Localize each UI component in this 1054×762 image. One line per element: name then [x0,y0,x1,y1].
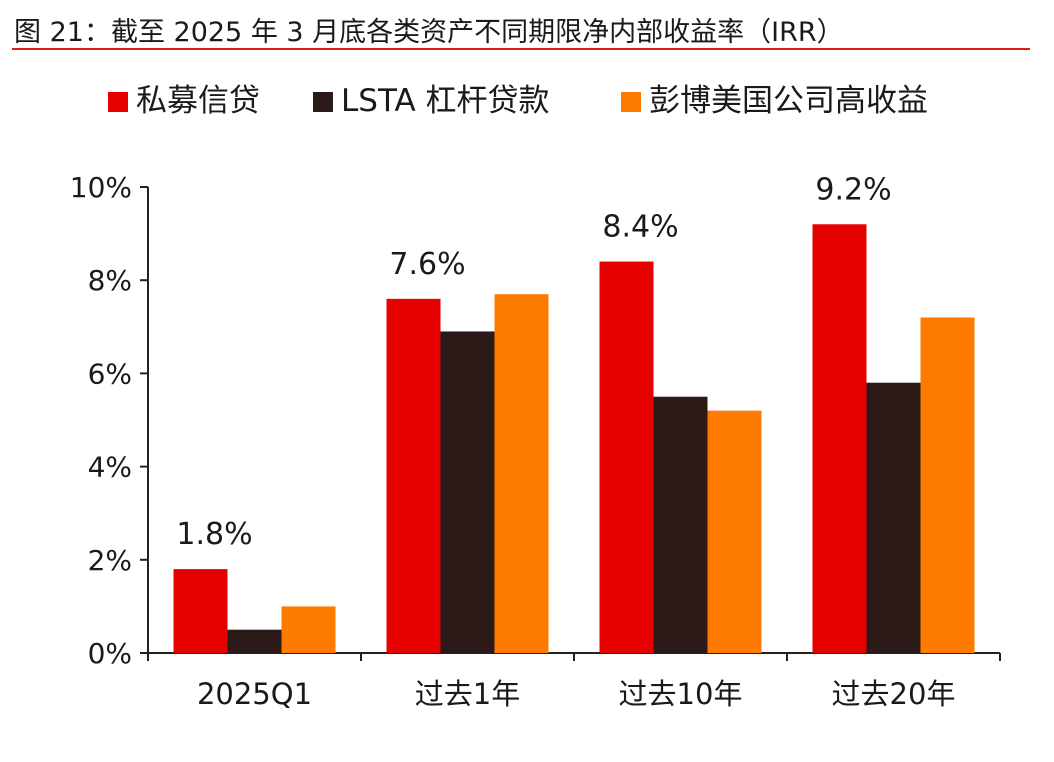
data-label-3: 9.2% [815,172,891,207]
bar-2-3 [920,317,975,653]
y-tick-label-1: 2% [88,544,132,577]
data-label-2: 8.4% [602,210,678,245]
legend-label-0: 私募信贷 [136,83,260,119]
data-label-0: 1.8% [176,517,252,552]
x-category-label-2: 过去10年 [619,677,743,711]
legend-label-2: 彭博美国公司高收益 [649,83,928,119]
y-tick-label-3: 6% [88,357,132,390]
bar-0-0 [173,569,228,653]
x-category-label-3: 过去20年 [832,677,956,711]
bar-2-2 [707,410,762,653]
data-labels: 1.8% 7.6% 8.4% 9.2% [176,172,891,552]
y-tick-label-2: 4% [88,451,132,484]
title-underline [12,48,1030,50]
legend-swatch-2 [621,92,641,112]
bar-1-3 [866,382,921,653]
legend-swatch-1 [313,92,333,112]
bar-2-1 [494,294,549,653]
x-category-label-0: 2025Q1 [197,677,312,711]
y-tick-label-5: 10% [70,171,132,204]
bar-0-1 [386,298,441,653]
bar-1-1 [440,331,495,653]
bar-2-0 [281,606,336,653]
bar-group [173,224,975,653]
bar-0-3 [812,224,867,653]
y-axis: 0% 2% 4% 6% 8% 10% [70,171,149,670]
bar-1-2 [653,396,708,653]
y-tick-label-0: 0% [88,637,132,670]
y-tick-label-4: 8% [88,264,132,297]
x-category-label-1: 过去1年 [415,677,520,711]
figure-title: 图 21：截至 2025 年 3 月底各类资产不同期限净内部收益率（IRR） [14,17,844,48]
x-axis: 2025Q1 过去1年 过去10年 过去20年 [147,652,1001,711]
data-label-1: 7.6% [389,247,465,282]
bar-1-0 [227,629,282,653]
legend-label-1: LSTA 杠杆贷款 [341,83,550,119]
bar-0-2 [599,261,654,653]
chart-legend: 私募信贷 LSTA 杠杆贷款 彭博美国公司高收益 [108,83,928,119]
legend-swatch-0 [108,92,128,112]
